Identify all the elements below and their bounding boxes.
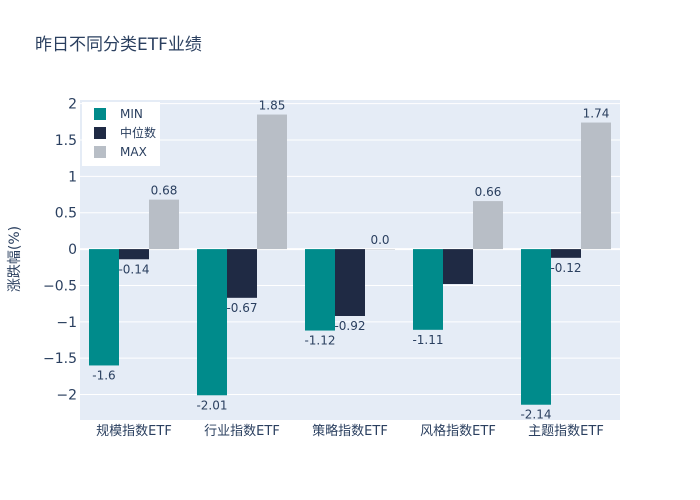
data-label: -2.14 (520, 408, 551, 422)
bar-0 (413, 249, 443, 330)
data-label: -0.12 (550, 261, 581, 275)
x-category-label: 规模指数ETF (96, 424, 172, 439)
legend-swatch (94, 108, 106, 120)
legend-swatch (94, 146, 106, 158)
bar-0 (305, 249, 335, 331)
bar-1 (335, 249, 365, 316)
y-tick-label: 0.5 (55, 206, 77, 222)
bar-0 (521, 249, 551, 405)
y-tick-label: 0 (68, 242, 77, 258)
y-tick-label: 1 (68, 169, 77, 185)
chart-title: 昨日不同分类ETF业绩 (35, 35, 202, 55)
y-tick-label: −1.5 (43, 351, 77, 367)
data-label: -0.14 (118, 262, 149, 276)
data-label: -1.6 (92, 368, 115, 382)
bar-2 (149, 199, 179, 250)
bar-2 (257, 114, 287, 250)
bars (89, 114, 611, 405)
legend-swatch (94, 127, 106, 139)
x-category-label: 主题指数ETF (528, 424, 604, 439)
data-label: -1.12 (304, 334, 335, 348)
legend-entry: MIN (120, 107, 143, 121)
y-tick-label: −1 (56, 315, 77, 331)
bar-0 (197, 249, 227, 396)
data-label: 0.68 (151, 184, 178, 198)
data-label: 0.0 (370, 233, 389, 247)
bar-1 (551, 249, 581, 258)
bar-0 (89, 249, 119, 366)
legend: MIN 中位数 MAX (82, 102, 160, 166)
y-axis-label: 涨跌幅(%) (7, 226, 23, 292)
data-label: -0.92 (334, 319, 365, 333)
bar-2 (581, 122, 611, 250)
bar-1 (443, 249, 473, 284)
data-label: -1.11 (412, 333, 443, 347)
data-label: 1.74 (583, 107, 610, 121)
x-category-label: 行业指数ETF (204, 424, 280, 439)
y-tick-label: −2 (56, 388, 77, 404)
y-tick-label: 1.5 (55, 133, 77, 149)
bar-1 (227, 249, 257, 298)
data-label: 1.85 (259, 99, 286, 113)
bar-2 (473, 201, 503, 250)
data-labels: -1.6 -0.14 0.68 -2.01 -0.67 1.85 -1.12-0.92 0.0… (92, 99, 609, 422)
x-category-label: 风格指数ETF (420, 423, 496, 439)
x-category-label: 策略指数ETF (312, 423, 388, 439)
data-label: -2.01 (196, 398, 227, 412)
y-gridlines (80, 103, 620, 396)
legend-entry: 中位数 (120, 125, 156, 140)
y-tick-label: 2 (68, 97, 77, 113)
legend-entry: MAX (120, 145, 147, 159)
bar-1 (119, 249, 149, 260)
x-axis-categories: 规模指数ETF 行业指数ETF 策略指数ETF 风格指数ETF 主题指数ETF (96, 423, 604, 439)
y-tick-label: −0.5 (43, 278, 77, 294)
data-label: 0.66 (475, 185, 502, 199)
y-axis-ticks: −2 −1.5 −1 −0.5 0 0.5 1 1.5 2 (43, 97, 77, 404)
bar-2 (365, 249, 395, 250)
data-label: -0.67 (226, 301, 257, 315)
